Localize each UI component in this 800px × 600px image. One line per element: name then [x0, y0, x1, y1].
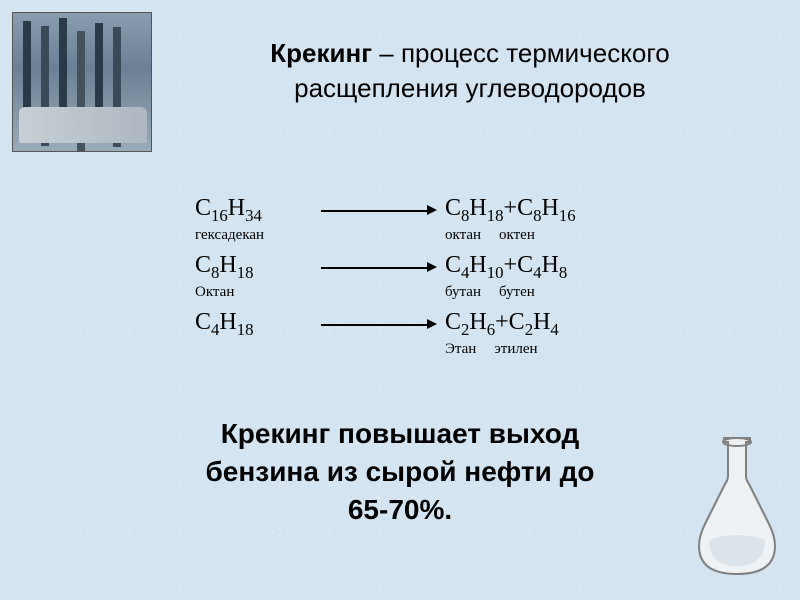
product-label: бутен: [499, 284, 535, 301]
title-rest-1: процесс термического: [401, 38, 670, 68]
product-formula: C8H18+C8H16: [445, 195, 576, 225]
reaction-labels: Октан бутан бутен: [195, 284, 625, 301]
caption-line: Крекинг повышает выход: [80, 415, 720, 453]
product-label: этилен: [494, 341, 537, 358]
reactant-label: гексадекан: [195, 227, 315, 244]
reactant-formula: C8H18: [195, 252, 315, 282]
slide-title: Крекинг – процесс термического расщеплен…: [170, 36, 770, 106]
arrow-icon: [315, 201, 445, 219]
reaction-labels: гексадекан октан октен: [195, 227, 625, 244]
reactant-formula: C16H34: [195, 195, 315, 225]
arrow-icon: [315, 258, 445, 276]
title-term: Крекинг: [270, 38, 372, 68]
caption-block: Крекинг повышает выход бензина из сырой …: [80, 415, 720, 528]
reactant-label: Октан: [195, 284, 315, 301]
product-formula: C4H10+C4H8: [445, 252, 567, 282]
product-label: октан: [445, 227, 481, 244]
title-rest-2: расщепления углеводородов: [294, 73, 646, 103]
product-formula: C2H6+C2H4: [445, 309, 559, 339]
reaction-row: C8H18 C4H10+C4H8: [195, 252, 625, 282]
reactant-formula: C4H18: [195, 309, 315, 339]
reactions-block: C16H34 C8H18+C8H16 гексадекан октан окте…: [195, 195, 625, 365]
reaction-labels: Этан этилен: [195, 341, 625, 358]
caption-line: 65-70%.: [80, 491, 720, 529]
product-label: Этан: [445, 341, 476, 358]
refinery-photo: [12, 12, 152, 152]
flask-icon: [692, 432, 782, 582]
title-dash: –: [372, 38, 401, 68]
product-label: октен: [499, 227, 535, 244]
caption-line: бензина из сырой нефти до: [80, 453, 720, 491]
arrow-icon: [315, 315, 445, 333]
product-label: бутан: [445, 284, 481, 301]
reactant-label: [195, 341, 315, 358]
reaction-row: C16H34 C8H18+C8H16: [195, 195, 625, 225]
reaction-row: C4H18 C2H6+C2H4: [195, 309, 625, 339]
